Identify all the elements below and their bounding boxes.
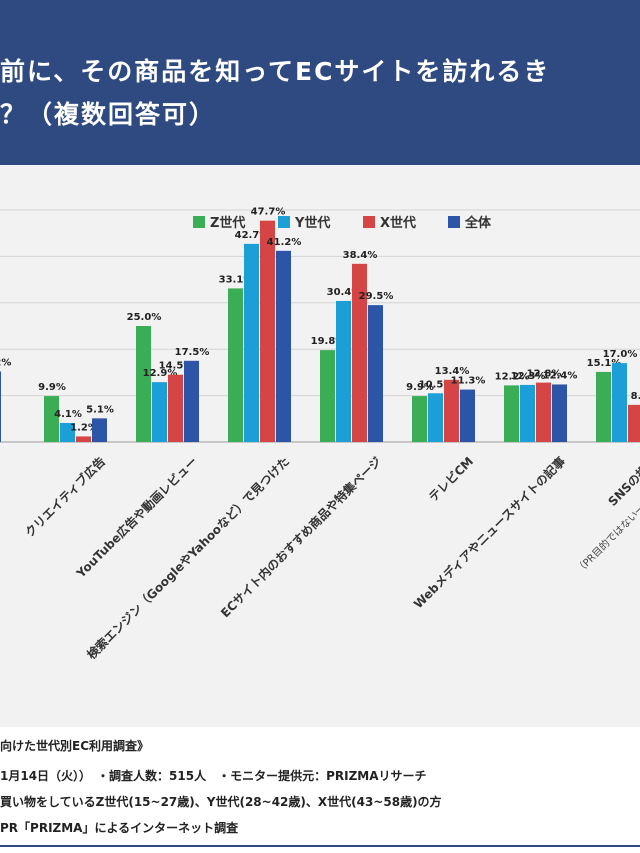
- data-label: 25.0%: [127, 312, 162, 323]
- data-label: 38.4%: [343, 250, 378, 261]
- data-label: 17.5%: [175, 347, 210, 358]
- category-label: 検索エンジン（GoogleやYahooなど）で見つけた: [84, 454, 293, 663]
- data-label: 13.4%: [435, 366, 470, 377]
- bar: [152, 382, 167, 442]
- bar: [0, 371, 1, 442]
- bar: [612, 363, 627, 442]
- bar: [552, 384, 567, 442]
- data-label: 12.9%: [143, 368, 178, 379]
- header-banner: 前に、その商品を知ってECサイトを訪れるき ？（複数回答可）: [0, 0, 640, 165]
- bar: [520, 384, 535, 442]
- bar: [504, 385, 519, 442]
- data-label: 42.7%: [235, 230, 270, 241]
- bar: [460, 389, 475, 442]
- bar: [76, 436, 91, 442]
- chart-panel: [0, 165, 640, 727]
- bar-chart: Z世代 Y世代 X世代 全体 15.2% 9.9% 4.1% 1.2% 5.1% クリエイティブ広…: [0, 207, 640, 663]
- footer-survey-date: 1月14日（火）） ・調査人数：515人 ・モニター提供元：PRIZMAリサーチ: [0, 769, 427, 783]
- footer-survey-title: 向けた世代別EC利用調査》: [0, 739, 150, 753]
- data-label: 33.1%: [219, 274, 254, 285]
- title-line-2: ？（複数回答可）: [0, 100, 217, 129]
- category-label: テレビCM: [425, 454, 476, 505]
- data-label: 9.9%: [38, 382, 66, 393]
- bar: [428, 393, 443, 442]
- data-label: 30.4%: [327, 287, 362, 298]
- legend-swatch: [278, 216, 290, 228]
- bar: [368, 305, 383, 442]
- bar: [184, 360, 199, 442]
- footer-survey-method: PR「PRIZMA」によるインターネット調査: [0, 821, 239, 835]
- bar: [92, 418, 107, 442]
- bar: [596, 371, 611, 442]
- bar: [352, 263, 367, 442]
- legend-label: Z世代: [210, 215, 245, 231]
- data-label: 17.0%: [603, 349, 638, 360]
- data-label: 12.8%: [527, 369, 562, 380]
- footer-survey-target: 買い物をしているZ世代(15~27歳)、Y世代(28~42歳)、X世代(43~5…: [0, 795, 442, 809]
- survey-footer: 向けた世代別EC利用調査》 1月14日（火）） ・調査人数：515人 ・モニター…: [0, 727, 640, 853]
- bar: [412, 396, 427, 442]
- bar: [444, 379, 459, 442]
- bar: [136, 326, 151, 442]
- data-label: 15.1%: [587, 358, 622, 369]
- data-label: 8.: [631, 391, 640, 402]
- data-label: 12.2%: [495, 371, 530, 382]
- bar: [336, 300, 351, 442]
- bar: [244, 243, 259, 442]
- legend-label: 全体: [464, 215, 492, 231]
- title-line-1: 前に、その商品を知ってECサイトを訪れるき: [0, 57, 551, 86]
- data-label: 14.5%: [159, 361, 194, 372]
- bar: [276, 250, 291, 442]
- bar: [628, 404, 640, 442]
- data-label: 5.1%: [86, 404, 114, 415]
- data-label: 4.1%: [54, 409, 82, 420]
- data-label: 29.5%: [359, 291, 394, 302]
- data-label: 9.9%: [406, 382, 434, 393]
- category-label: SNSの投稿: [605, 454, 640, 509]
- bar: [260, 220, 275, 442]
- bar: [168, 374, 183, 442]
- data-label: 19.8%: [311, 336, 346, 347]
- data-label: 11.3%: [451, 376, 486, 387]
- bottom-rule: [0, 845, 640, 847]
- data-label: 41.2%: [267, 237, 302, 248]
- data-label: 12.4%: [543, 370, 578, 381]
- legend-swatch: [448, 216, 460, 228]
- data-label: 10.5%: [419, 379, 454, 390]
- data-label: 12.3%: [511, 371, 546, 382]
- data-label: 1.2%: [70, 422, 98, 433]
- data-label: 47.7%: [251, 207, 286, 218]
- legend-swatch: [363, 216, 375, 228]
- bar: [228, 288, 243, 442]
- bar: [60, 422, 75, 442]
- category-label: クリエイティブ広告: [22, 454, 108, 540]
- legend-label: Y世代: [294, 215, 330, 231]
- category-label: ECサイト内のおすすめ商品や特集ページ: [217, 454, 384, 621]
- bar: [320, 350, 335, 442]
- bar: [536, 382, 551, 442]
- bar: [44, 396, 59, 442]
- data-label: 15.2%: [0, 357, 11, 368]
- category-label: Webメディアやニュースサイトの記事: [410, 454, 568, 612]
- legend-label: X世代: [380, 215, 416, 231]
- legend-swatch: [193, 216, 205, 228]
